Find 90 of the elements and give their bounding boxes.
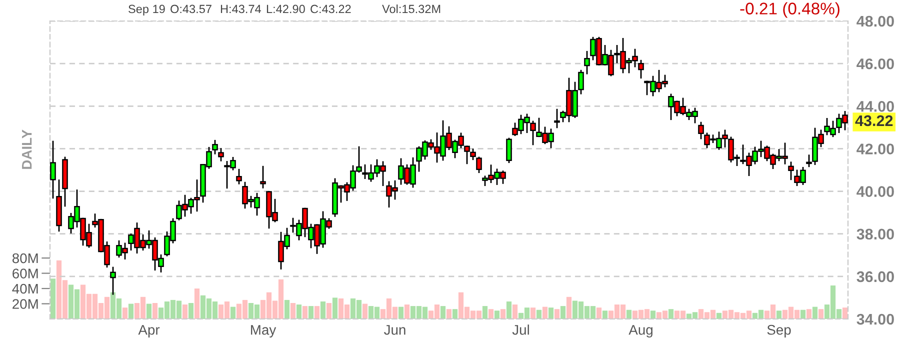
bar: [194, 288, 200, 319]
text: O:43.57: [170, 4, 212, 14]
bar: [668, 309, 674, 319]
candlestick: [476, 156, 482, 174]
candlestick: [212, 140, 218, 154]
y-tick-label: 40.00: [856, 186, 894, 197]
bar: [128, 304, 134, 319]
candlestick: [638, 60, 644, 79]
text: Vol:15.32M: [382, 4, 440, 14]
bar: [230, 306, 236, 319]
bar: [536, 310, 542, 319]
bar: [488, 309, 494, 319]
bar: [446, 309, 452, 319]
x-tick-label: Apr: [138, 325, 160, 338]
text: H:43.74: [220, 4, 262, 14]
bar: [314, 306, 320, 319]
bar: [650, 310, 656, 319]
candlestick: [236, 168, 242, 184]
text: L:42.90: [266, 4, 305, 14]
bar: [398, 306, 404, 319]
bar: [326, 302, 332, 319]
x-tick-label: Jul: [512, 324, 529, 335]
bar: [506, 301, 512, 319]
x-tick-label: Sep: [767, 324, 791, 338]
y-tick-label: 46.00: [856, 58, 894, 70]
bar: [566, 296, 572, 319]
bar: [440, 306, 446, 319]
candlestick: [788, 162, 794, 180]
y2-tick-label: 20M: [12, 299, 38, 309]
bar: [188, 302, 194, 319]
text: -0.21 (0.48%): [740, 2, 840, 18]
bar: [500, 309, 506, 319]
text: Sep 19: [128, 4, 165, 16]
bar: [542, 306, 548, 319]
bar: [596, 308, 602, 319]
bar: [308, 306, 314, 319]
x-tick-label: Aug: [628, 325, 652, 338]
bar: [842, 308, 848, 319]
bar: [560, 306, 566, 319]
bar: [716, 312, 722, 319]
y-tick-label: 38.00: [856, 228, 894, 240]
y-tick-label: 34.00: [856, 314, 894, 325]
bar: [122, 308, 128, 319]
bar: [776, 310, 782, 319]
bar: [302, 306, 308, 319]
bar: [290, 302, 296, 319]
y-tick-label: 44.00: [856, 101, 894, 112]
bar: [296, 304, 302, 319]
candlestick: [584, 50, 590, 74]
bar: [404, 304, 410, 319]
bar: [494, 310, 500, 319]
bar: [146, 304, 152, 319]
candlestick: [530, 120, 536, 146]
bar: [812, 306, 818, 319]
bar: [806, 309, 812, 319]
text: DAILY: [22, 130, 32, 169]
x-tick-label: May: [251, 325, 276, 338]
bar: [284, 300, 290, 319]
bar: [452, 309, 458, 319]
bar: [800, 310, 806, 319]
bar: [548, 308, 554, 319]
candlestick: [218, 148, 224, 162]
y2-tick-label: 80M: [12, 253, 38, 264]
y2-tick-label: 40M: [12, 284, 38, 294]
candlestick: [578, 70, 584, 94]
bar: [320, 301, 326, 319]
bar: [530, 308, 536, 319]
candlestick: [554, 108, 560, 128]
x-tick-label: Jun: [384, 325, 406, 335]
bar: [818, 309, 824, 319]
bar: [512, 304, 518, 319]
bar: [332, 298, 338, 319]
candlestick: [50, 140, 56, 199]
candlestick: [506, 138, 512, 164]
y-tick-label: 48.00: [856, 16, 894, 27]
bar: [182, 304, 188, 319]
text: C:43.22: [310, 4, 351, 14]
bar: [482, 306, 488, 319]
bar: [554, 309, 560, 319]
y-tick-label: 42.00: [856, 144, 894, 154]
y-tick-label: 36.00: [856, 271, 894, 282]
text: 43.22: [855, 115, 893, 126]
bar: [152, 302, 158, 319]
bar: [50, 278, 56, 319]
bar: [362, 304, 368, 319]
candlestick: [698, 122, 704, 140]
bar: [602, 310, 608, 319]
candlestick: [260, 166, 266, 188]
y2-tick-label: 60M: [12, 268, 38, 278]
bar: [626, 310, 632, 319]
